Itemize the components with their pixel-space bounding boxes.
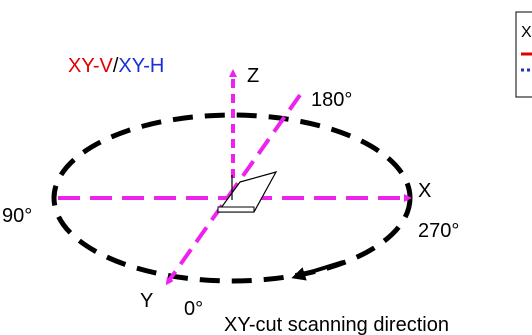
sample-specimen (216, 171, 278, 213)
angle-270-label: 270° (418, 220, 459, 242)
x-axis-label: X (418, 180, 431, 202)
angle-90-label: 90° (2, 205, 32, 227)
title-separator: / (113, 55, 119, 77)
angle-0-label: 0° (184, 298, 203, 320)
legend-text: X (521, 24, 532, 41)
scan-direction-caption: XY-cut scanning direction (224, 314, 449, 335)
title-xy-v: XY-V (68, 55, 114, 77)
title-xy-h: XY-H (118, 55, 164, 77)
angle-180-label: 180° (311, 89, 352, 111)
y-axis-label: Y (140, 290, 153, 312)
y-axis (165, 93, 302, 286)
diagram-title: XY-V/XY-H (68, 55, 164, 77)
z-axis-label: Z (247, 65, 259, 87)
rotation-direction-arrow (291, 260, 344, 281)
legend-box: X (515, 11, 532, 98)
